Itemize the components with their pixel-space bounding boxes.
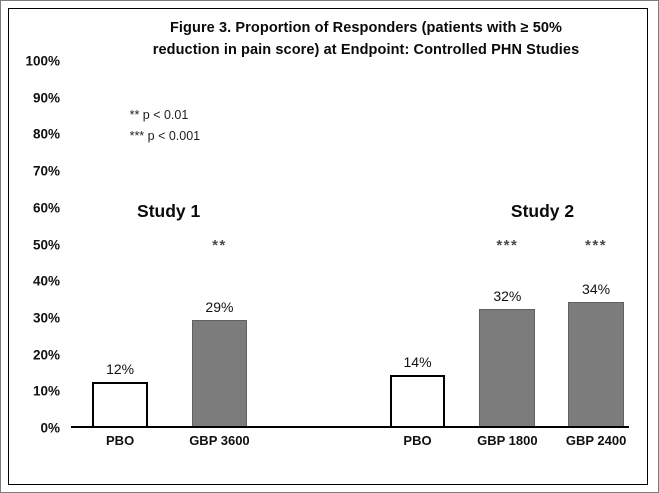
y-axis-tick: 40% [32, 273, 60, 289]
y-axis: 100% 90% 80% 70% 60% 50% 40% 30% 20% 10% 0% [17, 54, 65, 436]
chart-title: Figure 3. Proportion of Responders (pati… [91, 18, 641, 62]
bar-gbp-1800 [479, 309, 536, 426]
bar-gbp-3600 [191, 320, 248, 426]
y-axis-tick: 20% [32, 347, 60, 363]
x-axis-label: PBO [403, 433, 432, 448]
chart-title-line1: Figure 3. Proportion of Responders (pati… [169, 20, 563, 36]
y-axis-tick: 50% [32, 237, 60, 252]
x-axis-label: PBO [106, 433, 135, 448]
y-axis-tick: 30% [32, 310, 60, 326]
y-axis-tick: 80% [32, 126, 60, 142]
study-group-label: Study 2 [510, 200, 575, 221]
significance-marker: ** [212, 237, 227, 255]
x-axis-label: GBP 1800 [477, 433, 538, 448]
y-axis-tick: 70% [32, 163, 60, 179]
y-axis-tick: 90% [32, 90, 60, 106]
bar-value-label: 34% [582, 280, 611, 297]
chart-frame: Figure 3. Proportion of Responders (pati… [8, 8, 648, 485]
pvalue-note: ** p < 0.01 [129, 108, 189, 123]
plot-area: 100% 90% 80% 70% 60% 50% 40% 30% 20% 10% 0% 12% PBO… [17, 54, 629, 448]
bar-value-label: 29% [205, 299, 234, 316]
bar-pbo [92, 382, 148, 426]
chart-title-line2: reduction in pain score) at Endpoint: Co… [152, 41, 580, 58]
study-group-label: Study 1 [137, 200, 201, 221]
x-axis-label: GBP 2400 [565, 433, 627, 448]
bar-gbp-2400 [568, 301, 624, 426]
x-axis-label: GBP 3600 [189, 433, 250, 448]
pvalue-note: *** p < 0.001 [129, 128, 201, 143]
y-axis-tick: 60% [32, 200, 60, 216]
bar-pbo [389, 374, 446, 426]
bar-value-label: 12% [106, 361, 135, 378]
y-axis-tick: 100% [25, 53, 60, 69]
significance-marker: *** [585, 237, 608, 255]
significance-marker: *** [496, 237, 519, 255]
bar-value-label: 32% [493, 288, 522, 305]
y-axis-tick: 10% [32, 383, 60, 399]
plot-inner: 12% PBO 29% ** GBP 3600 14% PBO 32% *** GBP 1800 3… [71, 61, 629, 448]
bar-value-label: 14% [403, 353, 432, 370]
y-axis-tick: 0% [40, 420, 60, 436]
